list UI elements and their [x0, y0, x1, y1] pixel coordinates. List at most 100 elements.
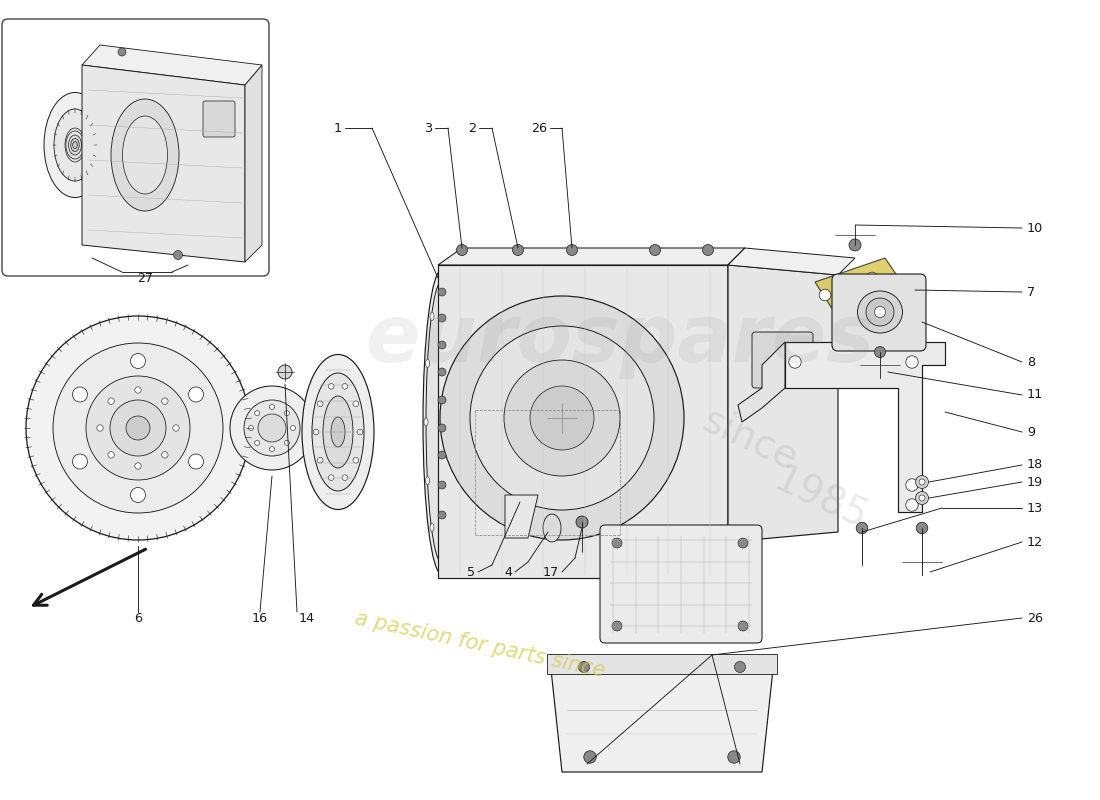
Circle shape [108, 398, 114, 404]
Text: 4: 4 [504, 566, 512, 578]
Text: 26: 26 [531, 122, 547, 134]
Text: 6: 6 [134, 611, 142, 625]
Ellipse shape [68, 135, 81, 155]
Circle shape [255, 440, 260, 446]
Circle shape [353, 401, 359, 406]
Ellipse shape [426, 281, 458, 563]
Text: 2: 2 [468, 122, 476, 134]
Ellipse shape [54, 109, 96, 181]
FancyBboxPatch shape [547, 654, 777, 674]
Polygon shape [438, 248, 745, 265]
Circle shape [612, 621, 621, 631]
Circle shape [329, 383, 334, 389]
Circle shape [789, 356, 801, 368]
Text: 18: 18 [1027, 458, 1043, 471]
FancyBboxPatch shape [600, 525, 762, 643]
Text: eurospares: eurospares [365, 301, 874, 379]
Ellipse shape [450, 313, 454, 321]
Ellipse shape [424, 418, 428, 426]
Text: 3: 3 [424, 122, 432, 134]
Circle shape [915, 475, 928, 489]
Polygon shape [728, 265, 838, 542]
Circle shape [249, 426, 253, 430]
Ellipse shape [430, 523, 434, 531]
Ellipse shape [323, 396, 353, 468]
Circle shape [856, 522, 868, 534]
Circle shape [438, 511, 446, 519]
FancyBboxPatch shape [832, 274, 926, 351]
Ellipse shape [111, 99, 179, 211]
Circle shape [53, 343, 223, 513]
Polygon shape [738, 342, 785, 422]
Circle shape [284, 440, 289, 446]
Circle shape [576, 516, 588, 528]
Circle shape [162, 452, 168, 458]
Circle shape [278, 365, 292, 379]
Text: 7: 7 [1027, 286, 1035, 298]
Circle shape [284, 410, 289, 416]
Circle shape [438, 396, 446, 404]
Ellipse shape [424, 270, 461, 574]
Text: 9: 9 [1027, 426, 1035, 438]
Circle shape [86, 376, 190, 480]
Circle shape [318, 458, 323, 463]
Text: 8: 8 [1027, 355, 1035, 369]
Circle shape [290, 426, 296, 430]
Circle shape [126, 416, 150, 440]
Circle shape [612, 538, 621, 548]
Circle shape [728, 750, 740, 763]
Polygon shape [785, 342, 945, 512]
Circle shape [866, 298, 894, 326]
Circle shape [73, 454, 88, 469]
Ellipse shape [44, 93, 106, 198]
Circle shape [438, 481, 446, 489]
Ellipse shape [66, 131, 84, 159]
FancyBboxPatch shape [204, 101, 235, 137]
Circle shape [230, 386, 313, 470]
Polygon shape [728, 248, 855, 275]
Circle shape [329, 475, 334, 481]
Circle shape [258, 414, 286, 442]
Circle shape [131, 354, 145, 369]
Circle shape [73, 387, 88, 402]
Circle shape [97, 425, 103, 431]
Circle shape [188, 454, 204, 469]
Ellipse shape [122, 116, 167, 194]
Circle shape [270, 405, 275, 410]
Circle shape [174, 250, 183, 259]
Circle shape [438, 314, 446, 322]
Text: 26: 26 [1027, 611, 1043, 625]
Circle shape [916, 522, 927, 534]
Circle shape [703, 245, 714, 255]
Text: 5: 5 [466, 566, 475, 578]
Circle shape [905, 478, 918, 491]
Ellipse shape [450, 523, 454, 531]
Text: 17: 17 [542, 566, 559, 578]
Text: 1: 1 [334, 122, 342, 134]
Text: 14: 14 [299, 611, 315, 625]
Circle shape [915, 491, 928, 505]
Circle shape [849, 239, 861, 251]
Circle shape [353, 458, 359, 463]
Circle shape [882, 299, 894, 310]
Circle shape [108, 452, 114, 458]
Text: 11: 11 [1027, 389, 1043, 402]
Text: a passion for parts since: a passion for parts since [353, 609, 607, 682]
Ellipse shape [454, 359, 459, 367]
Ellipse shape [70, 138, 79, 151]
Ellipse shape [73, 142, 77, 149]
Polygon shape [505, 495, 538, 538]
Polygon shape [728, 248, 745, 555]
Circle shape [270, 446, 275, 451]
Circle shape [314, 429, 319, 435]
Circle shape [504, 360, 620, 476]
Polygon shape [550, 660, 774, 772]
Circle shape [118, 48, 127, 56]
Circle shape [131, 487, 145, 502]
Circle shape [566, 245, 578, 255]
Text: 1985: 1985 [767, 462, 873, 538]
Ellipse shape [331, 417, 345, 447]
Circle shape [438, 368, 446, 376]
Polygon shape [438, 265, 728, 578]
Circle shape [188, 387, 204, 402]
